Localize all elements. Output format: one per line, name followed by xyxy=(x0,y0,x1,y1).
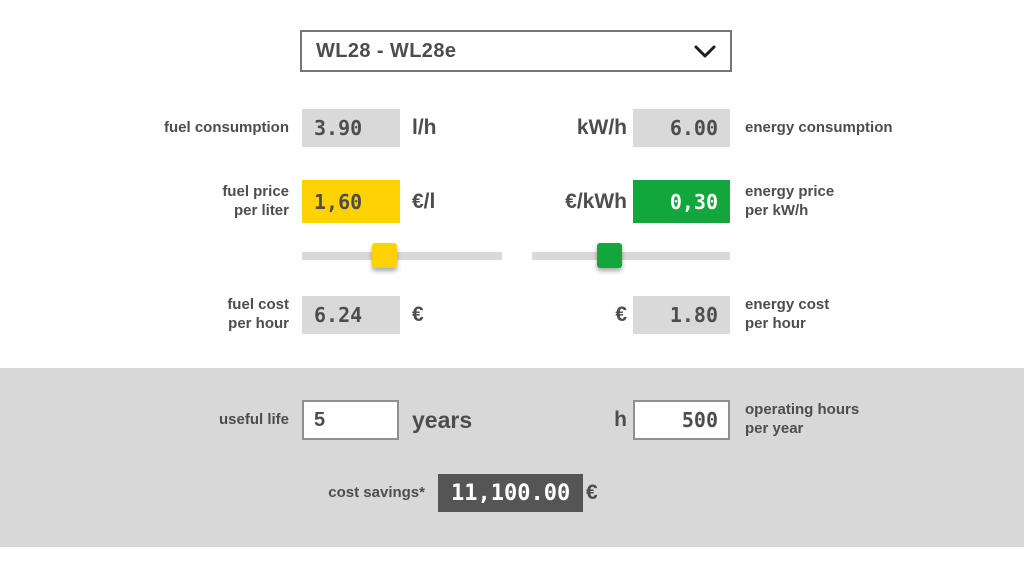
fuel-consumption-unit: l/h xyxy=(412,116,437,139)
cost-savings-label: cost savings* xyxy=(328,483,425,501)
fuel-cost-label: fuel cost per hour xyxy=(227,296,289,332)
energy-consumption-value: 6.00 xyxy=(633,109,730,147)
operating-hours-unit: h xyxy=(614,408,627,431)
model-select-dropdown[interactable]: WL28 - WL28e xyxy=(300,30,732,72)
energy-price-slider[interactable] xyxy=(532,243,730,269)
chevron-down-icon xyxy=(694,45,716,58)
useful-life-unit: years xyxy=(412,406,473,433)
energy-price-value: 0,30 xyxy=(633,180,730,223)
fuel-price-slider[interactable] xyxy=(302,243,502,269)
lifetime-section-background xyxy=(0,368,1024,547)
fuel-price-label: fuel price per liter xyxy=(222,182,289,219)
cost-savings-unit: € xyxy=(586,481,598,504)
cost-savings-value: 11,100.00 xyxy=(438,474,584,512)
useful-life-label: useful life xyxy=(218,410,289,428)
energy-price-slider-track[interactable] xyxy=(532,252,730,260)
operating-hours-input[interactable] xyxy=(633,400,730,440)
fuel-price-unit: €/l xyxy=(412,189,436,213)
energy-cost-value: 1.80 xyxy=(633,296,730,334)
energy-consumption-unit: kW/h xyxy=(576,116,627,139)
energy-price-slider-handle[interactable] xyxy=(597,243,622,268)
energy-price-label: energy price per kW/h xyxy=(745,182,835,219)
energy-cost-label: energy cost per hour xyxy=(745,296,830,332)
fuel-consumption-value: 3.90 xyxy=(302,109,400,147)
operating-hours-label: operating hours per year xyxy=(745,401,860,437)
fuel-price-value: 1,60 xyxy=(302,180,400,223)
fuel-cost-unit: € xyxy=(412,303,424,326)
fuel-price-slider-track[interactable] xyxy=(302,252,502,260)
fuel-consumption-label: fuel consumption xyxy=(164,118,289,136)
model-select-value: WL28 - WL28e xyxy=(316,39,457,62)
energy-cost-unit: € xyxy=(615,303,627,326)
fuel-cost-value: 6.24 xyxy=(302,296,400,334)
energy-consumption-label: energy consumption xyxy=(745,118,893,136)
energy-price-unit: €/kWh xyxy=(565,189,627,213)
useful-life-input[interactable] xyxy=(302,400,399,440)
fuel-price-slider-handle[interactable] xyxy=(372,243,397,268)
